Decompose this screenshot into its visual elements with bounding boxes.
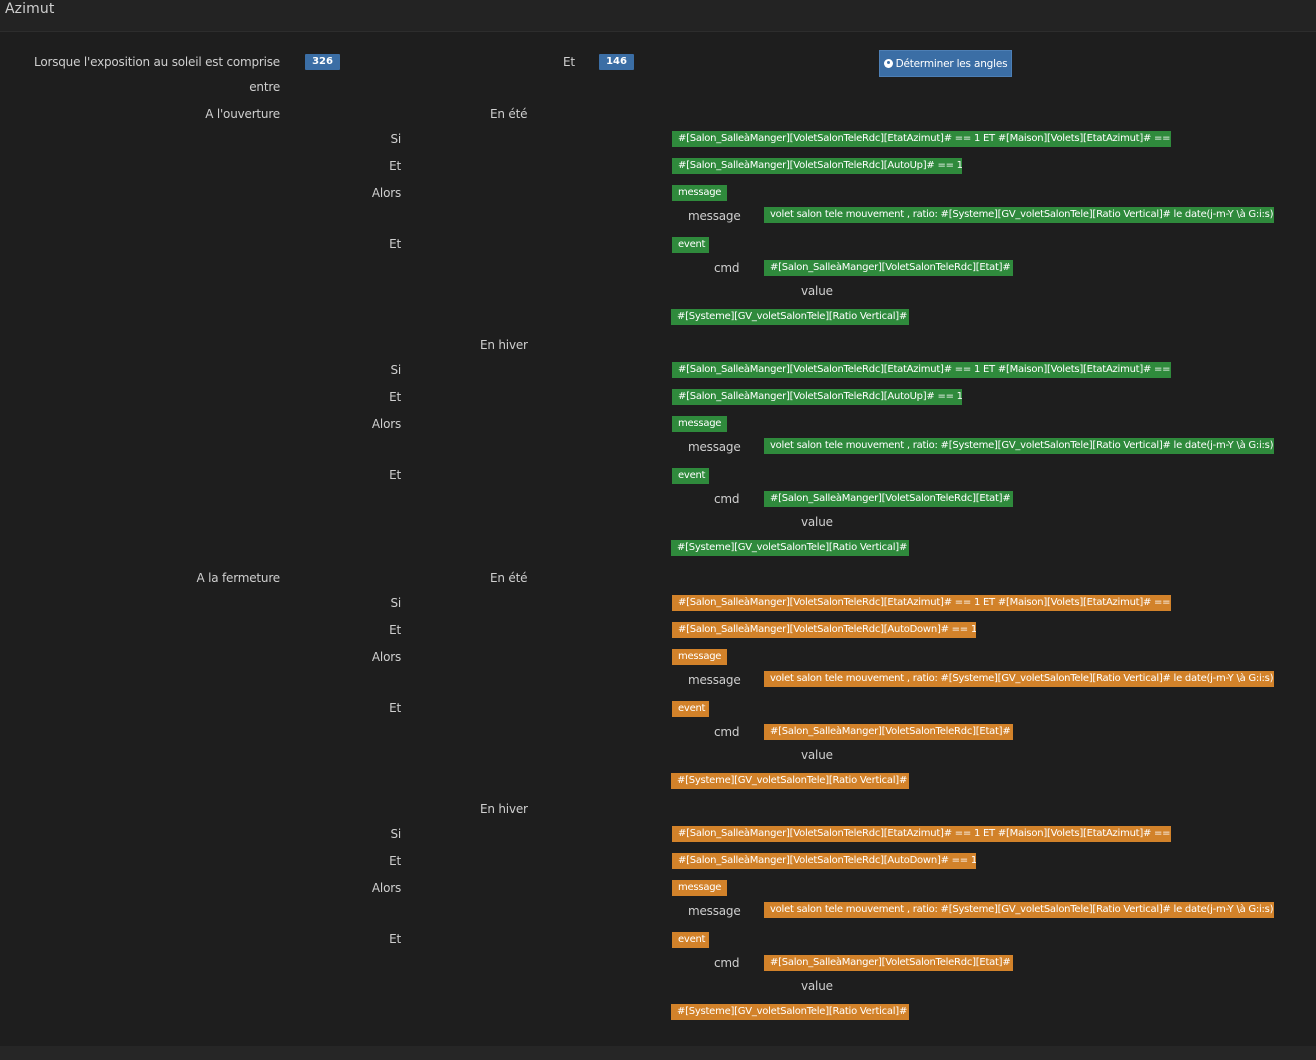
condition-tag[interactable]: #[Salon_SalleàManger][VoletSalonTeleRdc]… bbox=[672, 622, 976, 638]
action-tag[interactable]: event bbox=[672, 701, 709, 717]
condition-tag[interactable]: #[Salon_SalleàManger][VoletSalonTeleRdc]… bbox=[672, 826, 1171, 842]
cmd-tag[interactable]: #[Salon_SalleàManger][VoletSalonTeleRdc]… bbox=[764, 260, 1013, 276]
action-tag[interactable]: event bbox=[672, 468, 709, 484]
condition-tag[interactable]: #[Salon_SalleàManger][VoletSalonTeleRdc]… bbox=[672, 158, 962, 174]
message-label: message bbox=[688, 209, 741, 223]
exposition-label: Lorsque l'exposition au soleil est compr… bbox=[34, 55, 280, 69]
condition-tag[interactable]: #[Salon_SalleàManger][VoletSalonTeleRdc]… bbox=[672, 853, 976, 869]
value-label: value bbox=[801, 284, 833, 298]
alors-label: Alors bbox=[371, 417, 401, 431]
condition-tag[interactable]: #[Salon_SalleàManger][VoletSalonTeleRdc]… bbox=[672, 362, 1171, 378]
action-tag[interactable]: event bbox=[672, 932, 709, 948]
value-label: value bbox=[801, 748, 833, 762]
et-label: Et bbox=[389, 468, 401, 482]
action-tag[interactable]: event bbox=[672, 237, 709, 253]
condition-tag[interactable]: #[Salon_SalleàManger][VoletSalonTeleRdc]… bbox=[672, 389, 962, 405]
action-tag[interactable]: message bbox=[672, 416, 727, 432]
cmd-tag[interactable]: #[Salon_SalleàManger][VoletSalonTeleRdc]… bbox=[764, 724, 1013, 740]
et-label: Et bbox=[389, 854, 401, 868]
condition-tag[interactable]: #[Salon_SalleàManger][VoletSalonTeleRdc]… bbox=[672, 131, 1171, 147]
closing-heading: A la fermeture bbox=[196, 571, 281, 585]
message-tag[interactable]: volet salon tele mouvement , ratio: #[Sy… bbox=[764, 207, 1274, 223]
action-tag[interactable]: message bbox=[672, 880, 727, 896]
value-tag[interactable]: #[Systeme][GV_voletSalonTele][Ratio Vert… bbox=[671, 773, 909, 789]
panel-footer bbox=[0, 1046, 1316, 1060]
value-label: value bbox=[801, 979, 833, 993]
value-tag[interactable]: #[Systeme][GV_voletSalonTele][Ratio Vert… bbox=[671, 1004, 909, 1020]
et-label: Et bbox=[389, 237, 401, 251]
azimut-panel bbox=[0, 32, 1316, 1046]
et-label: Et bbox=[389, 932, 401, 946]
section-title: Azimut bbox=[5, 1, 55, 17]
compass-icon bbox=[883, 59, 893, 68]
message-label: message bbox=[688, 904, 741, 918]
si-label: Si bbox=[390, 363, 401, 377]
value-tag[interactable]: #[Systeme][GV_voletSalonTele][Ratio Vert… bbox=[671, 309, 909, 325]
si-label: Si bbox=[390, 827, 401, 841]
et-label: Et bbox=[389, 623, 401, 637]
et-label: Et bbox=[389, 390, 401, 404]
section-header: Azimut bbox=[0, 0, 1316, 32]
cmd-label: cmd bbox=[714, 261, 740, 275]
cmd-label: cmd bbox=[714, 492, 740, 506]
message-tag[interactable]: volet salon tele mouvement , ratio: #[Sy… bbox=[764, 438, 1274, 454]
cmd-tag[interactable]: #[Salon_SalleàManger][VoletSalonTeleRdc]… bbox=[764, 955, 1013, 971]
season-heading: En hiver bbox=[480, 802, 528, 816]
value-label: value bbox=[801, 515, 833, 529]
et-label: Et bbox=[389, 159, 401, 173]
condition-tag[interactable]: #[Salon_SalleàManger][VoletSalonTeleRdc]… bbox=[672, 595, 1171, 611]
si-label: Si bbox=[390, 132, 401, 146]
cmd-label: cmd bbox=[714, 956, 740, 970]
season-heading: En hiver bbox=[480, 338, 528, 352]
si-label: Si bbox=[390, 596, 401, 610]
cmd-tag[interactable]: #[Salon_SalleàManger][VoletSalonTeleRdc]… bbox=[764, 491, 1013, 507]
cmd-label: cmd bbox=[714, 725, 740, 739]
and-label: Et bbox=[563, 55, 575, 69]
alors-label: Alors bbox=[371, 650, 401, 664]
exposition-label-entre: entre bbox=[249, 80, 280, 94]
value-tag[interactable]: #[Systeme][GV_voletSalonTele][Ratio Vert… bbox=[671, 540, 909, 556]
opening-heading: A l'ouverture bbox=[205, 107, 280, 121]
message-label: message bbox=[688, 440, 741, 454]
season-heading: En été bbox=[490, 571, 528, 585]
action-tag[interactable]: message bbox=[672, 649, 727, 665]
et-label: Et bbox=[389, 701, 401, 715]
season-heading: En été bbox=[490, 107, 528, 121]
angle-from-input[interactable]: 326 bbox=[305, 54, 340, 70]
message-label: message bbox=[688, 673, 741, 687]
message-tag[interactable]: volet salon tele mouvement , ratio: #[Sy… bbox=[764, 671, 1274, 687]
angle-to-input[interactable]: 146 bbox=[599, 54, 634, 70]
message-tag[interactable]: volet salon tele mouvement , ratio: #[Sy… bbox=[764, 902, 1274, 918]
alors-label: Alors bbox=[371, 186, 401, 200]
alors-label: Alors bbox=[371, 881, 401, 895]
action-tag[interactable]: message bbox=[672, 185, 727, 201]
determine-angles-button[interactable]: Déterminer les angles bbox=[879, 50, 1012, 77]
determine-angles-label: Déterminer les angles bbox=[895, 58, 1008, 70]
